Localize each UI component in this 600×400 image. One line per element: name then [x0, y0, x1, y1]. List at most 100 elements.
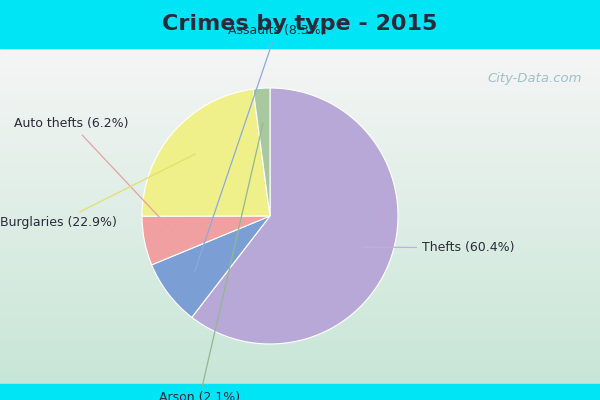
Bar: [0, 337, 600, 340]
Text: Assaults (8.3%): Assaults (8.3%): [194, 24, 325, 272]
Bar: [0, 246, 600, 250]
Bar: [0, 75, 600, 78]
Bar: [0, 273, 600, 276]
Bar: [0, 189, 600, 192]
Bar: [0, 354, 600, 357]
Text: Thefts (60.4%): Thefts (60.4%): [364, 242, 515, 254]
Bar: [0, 102, 600, 105]
Bar: [0, 381, 600, 384]
Bar: [0, 357, 600, 360]
Text: Crimes by type - 2015: Crimes by type - 2015: [163, 14, 437, 34]
Bar: [0, 196, 600, 199]
Bar: [0, 166, 600, 169]
Bar: [0, 364, 600, 367]
Bar: [0, 92, 600, 95]
Bar: [0, 108, 600, 112]
Bar: [0, 263, 600, 266]
Bar: [0, 169, 600, 172]
Bar: [0, 250, 600, 253]
Bar: [0, 82, 600, 85]
Bar: [0, 324, 600, 327]
Bar: [0, 253, 600, 256]
Bar: [0, 135, 600, 139]
Bar: [0, 290, 600, 293]
Text: City-Data.com: City-Data.com: [487, 72, 582, 85]
Bar: [0, 219, 600, 223]
Bar: [0, 310, 600, 314]
Bar: [0, 139, 600, 142]
Bar: [0, 88, 600, 92]
Bar: [0, 330, 600, 334]
Bar: [0, 115, 600, 118]
Text: Auto thefts (6.2%): Auto thefts (6.2%): [14, 117, 174, 233]
Wedge shape: [152, 216, 270, 317]
Bar: [0, 350, 600, 354]
Bar: [0, 384, 600, 400]
Bar: [0, 62, 600, 65]
Bar: [0, 146, 600, 149]
Bar: [0, 65, 600, 68]
Bar: [0, 179, 600, 182]
Bar: [0, 206, 600, 209]
Bar: [0, 377, 600, 381]
Bar: [0, 340, 600, 344]
Bar: [0, 176, 600, 179]
Bar: [0, 129, 600, 132]
Bar: [0, 48, 600, 51]
Bar: [0, 0, 600, 48]
Bar: [0, 192, 600, 196]
Bar: [0, 172, 600, 176]
Bar: [0, 370, 600, 374]
Bar: [0, 230, 600, 233]
Bar: [0, 112, 600, 115]
Bar: [0, 159, 600, 162]
Bar: [0, 149, 600, 152]
Bar: [0, 186, 600, 189]
Bar: [0, 72, 600, 75]
Bar: [0, 374, 600, 377]
Bar: [0, 276, 600, 280]
Bar: [0, 334, 600, 337]
Bar: [0, 286, 600, 290]
Bar: [0, 95, 600, 98]
Bar: [0, 125, 600, 129]
Bar: [0, 347, 600, 350]
Bar: [0, 344, 600, 347]
Bar: [0, 105, 600, 108]
Bar: [0, 327, 600, 330]
Bar: [0, 132, 600, 135]
Bar: [0, 68, 600, 72]
Bar: [0, 240, 600, 243]
Bar: [0, 226, 600, 230]
Bar: [0, 85, 600, 88]
Bar: [0, 307, 600, 310]
Bar: [0, 317, 600, 320]
Bar: [0, 260, 600, 263]
Wedge shape: [142, 89, 270, 216]
Bar: [0, 51, 600, 55]
Bar: [0, 55, 600, 58]
Bar: [0, 156, 600, 159]
Bar: [0, 293, 600, 297]
Bar: [0, 182, 600, 186]
Bar: [0, 118, 600, 122]
Bar: [0, 314, 600, 317]
Bar: [0, 223, 600, 226]
Wedge shape: [253, 88, 270, 216]
Bar: [0, 162, 600, 166]
Bar: [0, 216, 600, 219]
Text: Burglaries (22.9%): Burglaries (22.9%): [1, 154, 195, 229]
Bar: [0, 256, 600, 260]
Bar: [0, 233, 600, 236]
Bar: [0, 297, 600, 300]
Bar: [0, 209, 600, 213]
Bar: [0, 152, 600, 156]
Wedge shape: [192, 88, 398, 344]
Bar: [0, 283, 600, 286]
Bar: [0, 142, 600, 146]
Bar: [0, 367, 600, 370]
Bar: [0, 98, 600, 102]
Bar: [0, 360, 600, 364]
Bar: [0, 266, 600, 270]
Text: Arson (2.1%): Arson (2.1%): [159, 123, 263, 400]
